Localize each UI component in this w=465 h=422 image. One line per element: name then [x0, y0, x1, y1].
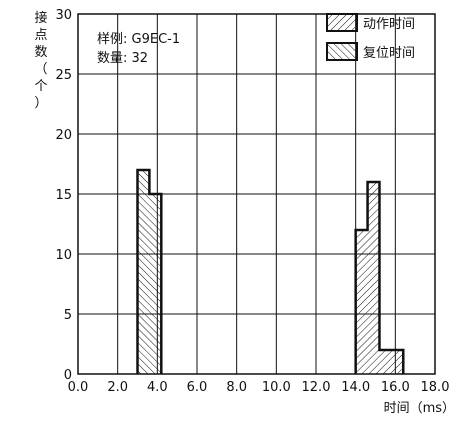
y-axis-label-char: 接	[34, 10, 47, 26]
quantity-label: 数量: 32	[97, 51, 148, 66]
grid	[77, 13, 436, 375]
histogram-bar	[355, 230, 368, 374]
y-tick-label: 10	[55, 248, 72, 263]
x-tick-label: 18.0	[421, 380, 450, 395]
x-axis-label: 时间（ms）	[384, 401, 455, 416]
histogram-outline	[136, 168, 163, 374]
legend: 动作时间 复位时间	[326, 13, 415, 61]
y-tick-label: 25	[55, 68, 72, 83]
x-tick-label: 4.0	[147, 380, 168, 395]
legend-label-operate: 动作时间	[363, 17, 415, 32]
y-tick-labels: 0 5 10 15 20 25 30	[55, 8, 72, 383]
bars	[136, 168, 405, 374]
x-tick-label: 16.0	[381, 380, 410, 395]
histogram-bar	[137, 170, 150, 374]
legend-swatch-release	[326, 42, 358, 61]
plot-frame	[77, 13, 436, 375]
x-tick-label: 14.0	[341, 380, 370, 395]
histogram-bar	[367, 182, 380, 374]
histogram-bar	[379, 350, 392, 374]
y-tick-label: 20	[55, 128, 72, 143]
series-0	[354, 180, 405, 374]
x-tick-label: 12.0	[302, 380, 331, 395]
y-tick-label: 5	[64, 308, 72, 323]
y-axis-label-char: 数	[34, 45, 47, 60]
y-axis-label-char: ）	[34, 96, 47, 111]
histogram-bar	[391, 350, 404, 374]
histogram-bar	[149, 194, 162, 374]
legend-swatch-operate	[326, 13, 358, 32]
x-tick-labels: 0.0 2.0 4.0 6.0 8.0 10.0 12.0 14.0 16.0 18.0	[68, 380, 450, 395]
x-tick-label: 2.0	[107, 380, 128, 395]
legend-label-release: 复位时间	[363, 46, 415, 61]
x-tick-label: 0.0	[68, 380, 89, 395]
y-axis-label-char: （	[34, 62, 47, 77]
x-tick-label: 10.0	[262, 380, 291, 395]
sample-label: 样例: G9EC-1	[97, 32, 180, 47]
series-1	[136, 168, 163, 374]
y-tick-label: 30	[55, 8, 72, 23]
y-axis-label: 接点数 （ 个 ）	[34, 10, 47, 111]
y-tick-label: 0	[64, 368, 72, 383]
y-axis-label-char: 点	[34, 28, 47, 43]
x-tick-label: 8.0	[226, 380, 247, 395]
y-tick-label: 15	[55, 188, 72, 203]
y-axis-label-char: 个	[34, 79, 47, 94]
histogram-outline	[354, 180, 405, 374]
x-tick-label: 6.0	[187, 380, 208, 395]
